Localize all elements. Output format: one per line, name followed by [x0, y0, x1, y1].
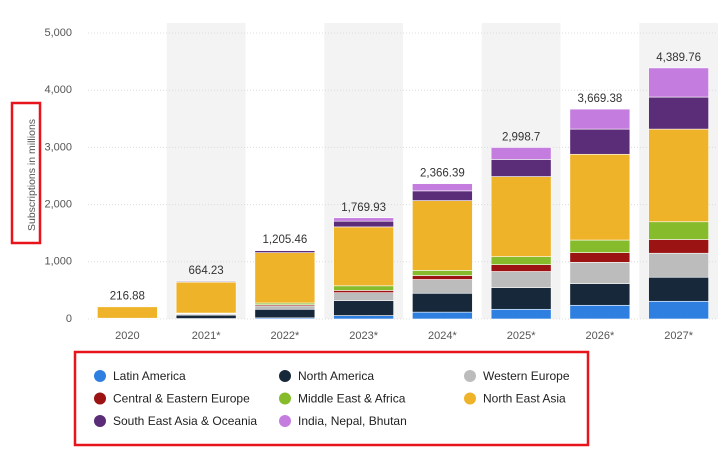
total-label: 3,669.38	[577, 93, 622, 105]
bar-segment	[412, 183, 473, 192]
legend-label: Latin America	[113, 369, 186, 383]
legend-swatch	[464, 370, 476, 382]
y-tick-label: 0	[66, 313, 72, 325]
total-label: 2,998.7	[502, 132, 540, 144]
total-label: 216.88	[110, 291, 145, 303]
bar-segment	[569, 262, 631, 284]
bar-segment	[412, 275, 473, 280]
x-tick-label: 2027*	[664, 330, 693, 342]
legend: Latin America North America Western Europe…	[94, 369, 570, 428]
bar-segment	[97, 306, 158, 319]
bar-segment	[648, 67, 709, 98]
bar-segment	[569, 128, 631, 155]
bar-segment	[490, 159, 552, 177]
x-tick-label: 2024*	[428, 330, 457, 342]
bar-segment	[412, 200, 473, 271]
bar-segment	[490, 176, 552, 257]
bar-segment	[648, 252, 709, 278]
bar-segment	[412, 311, 473, 320]
y-axis-label: Subscriptions in millions	[26, 119, 38, 231]
bar-segment	[175, 314, 237, 319]
bar-segment	[490, 256, 552, 265]
x-tick-label: 2026*	[585, 330, 614, 342]
bar-segment	[490, 287, 552, 310]
legend-swatch	[94, 370, 106, 382]
y-tick-label: 5,000	[44, 27, 72, 39]
bar-segment	[254, 305, 316, 310]
highlight-box	[10, 101, 42, 245]
bar-segment	[569, 239, 631, 253]
legend-label: India, Nepal, Bhutan	[298, 414, 407, 428]
bar-segment	[254, 249, 316, 251]
legend-swatch	[94, 415, 106, 427]
total-label: 1,769.93	[341, 202, 386, 214]
bar-segment	[648, 96, 709, 130]
bar-segment	[412, 270, 473, 276]
bar-segment	[648, 128, 709, 223]
bar-segment	[490, 264, 552, 272]
x-tick-label: 2025*	[507, 330, 536, 342]
bar-segment	[490, 147, 552, 160]
legend-label: North East Asia	[483, 392, 566, 406]
bar-segment	[569, 283, 631, 306]
total-label: 1,205.46	[262, 234, 307, 246]
bar-segment	[648, 300, 709, 320]
total-label: 664.23	[189, 265, 224, 277]
legend-swatch	[94, 392, 106, 405]
legend-label: South East Asia & Oceania	[113, 414, 257, 428]
bar-segment	[569, 304, 631, 320]
legend-swatch	[464, 392, 476, 405]
bar-segment	[333, 285, 394, 291]
legend-label: Western Europe	[483, 369, 570, 383]
legend-swatch	[279, 392, 291, 405]
bar-segment	[333, 300, 394, 316]
bar-segment	[254, 252, 316, 304]
bar-segment	[333, 292, 394, 301]
x-tick-label: 2021*	[192, 330, 221, 342]
bar-segment	[254, 250, 316, 253]
legend-label: Central & Eastern Europe	[113, 392, 250, 406]
y-tick-label: 1,000	[44, 256, 72, 268]
bar-segment	[412, 190, 473, 201]
y-tick-label: 4,000	[44, 84, 72, 96]
legend-label: Middle East & Africa	[298, 392, 406, 406]
bar-segment	[333, 315, 394, 320]
bar-segment	[254, 308, 316, 319]
bar-segment	[412, 292, 473, 313]
bar-segment	[569, 108, 631, 130]
total-label: 4,389.76	[656, 52, 701, 64]
bar-segment	[569, 252, 631, 263]
legend-swatch	[279, 415, 291, 427]
highlight-box	[73, 350, 590, 447]
x-tick-label: 2022*	[270, 330, 299, 342]
bar-segment	[333, 226, 394, 287]
y-tick-label: 2,000	[44, 199, 72, 211]
bar-segment	[412, 279, 473, 294]
bar-segment	[490, 308, 552, 320]
bar-segment	[175, 281, 237, 314]
x-tick-label: 2023*	[349, 330, 378, 342]
bar-segment	[648, 239, 709, 254]
bar-segment	[333, 220, 394, 228]
bar-segment	[569, 153, 631, 241]
column-shade	[166, 23, 246, 319]
y-tick-label: 3,000	[44, 141, 72, 153]
legend-swatch	[279, 370, 291, 382]
bar-segment	[333, 290, 394, 293]
bar-segment	[648, 276, 709, 302]
x-tick-label: 2020	[115, 330, 139, 342]
total-label: 2,366.39	[420, 168, 465, 180]
bar-segment	[333, 217, 394, 222]
legend-label: North America	[298, 369, 374, 383]
bar-segment	[648, 221, 709, 240]
bar-segment	[490, 271, 552, 288]
